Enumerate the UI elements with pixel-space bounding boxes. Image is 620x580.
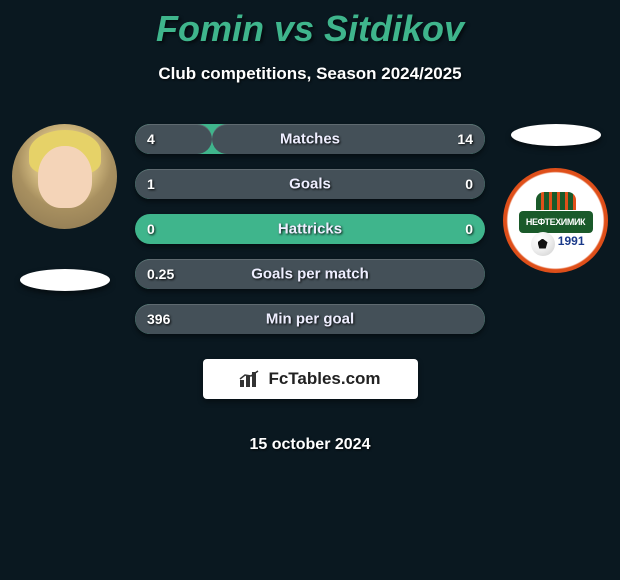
player-left-club-placeholder: [20, 269, 110, 291]
stat-fill-right: [212, 124, 485, 154]
brand-badge: FcTables.com: [203, 359, 418, 399]
stat-value-right: 0: [465, 221, 473, 237]
content-row: 4 Matches 14 1 Goals 0 0 Hattricks 0: [0, 124, 620, 454]
soccer-ball-icon: [531, 232, 555, 256]
stat-value-right: 14: [457, 131, 473, 147]
player-right-club-logo: НЕФТЕХИМИК 1991: [503, 168, 608, 273]
stat-value-left: 1: [147, 176, 155, 192]
stat-value-left: 0.25: [147, 266, 174, 282]
player-right-avatar-placeholder: [511, 124, 601, 146]
stat-value-left: 4: [147, 131, 155, 147]
club-year: 1991: [558, 234, 585, 248]
stat-label: Goals per match: [251, 266, 369, 283]
subtitle: Club competitions, Season 2024/2025: [0, 64, 620, 84]
stat-bar-mpg: 396 Min per goal: [135, 304, 485, 334]
stat-value-right: 0: [465, 176, 473, 192]
player-left-column: [12, 124, 117, 291]
stat-label: Hattricks: [278, 221, 342, 238]
stat-bar-goals: 1 Goals 0: [135, 169, 485, 199]
stats-column: 4 Matches 14 1 Goals 0 0 Hattricks 0: [135, 124, 485, 454]
stat-label: Goals: [289, 176, 331, 193]
chart-icon: [239, 370, 261, 388]
page-title: Fomin vs Sitdikov: [0, 8, 620, 50]
stat-bar-hattricks: 0 Hattricks 0: [135, 214, 485, 244]
stat-bar-matches: 4 Matches 14: [135, 124, 485, 154]
stat-label: Min per goal: [266, 311, 354, 328]
stat-value-left: 396: [147, 311, 170, 327]
club-name: НЕФТЕХИМИК: [526, 217, 585, 227]
comparison-card: Fomin vs Sitdikov Club competitions, Sea…: [0, 0, 620, 454]
stat-bar-gpm: 0.25 Goals per match: [135, 259, 485, 289]
date-text: 15 october 2024: [135, 436, 485, 454]
stat-value-left: 0: [147, 221, 155, 237]
player-right-column: НЕФТЕХИМИК 1991: [503, 124, 608, 273]
player-left-avatar: [12, 124, 117, 229]
stat-label: Matches: [280, 131, 340, 148]
brand-text: FcTables.com: [268, 369, 380, 389]
